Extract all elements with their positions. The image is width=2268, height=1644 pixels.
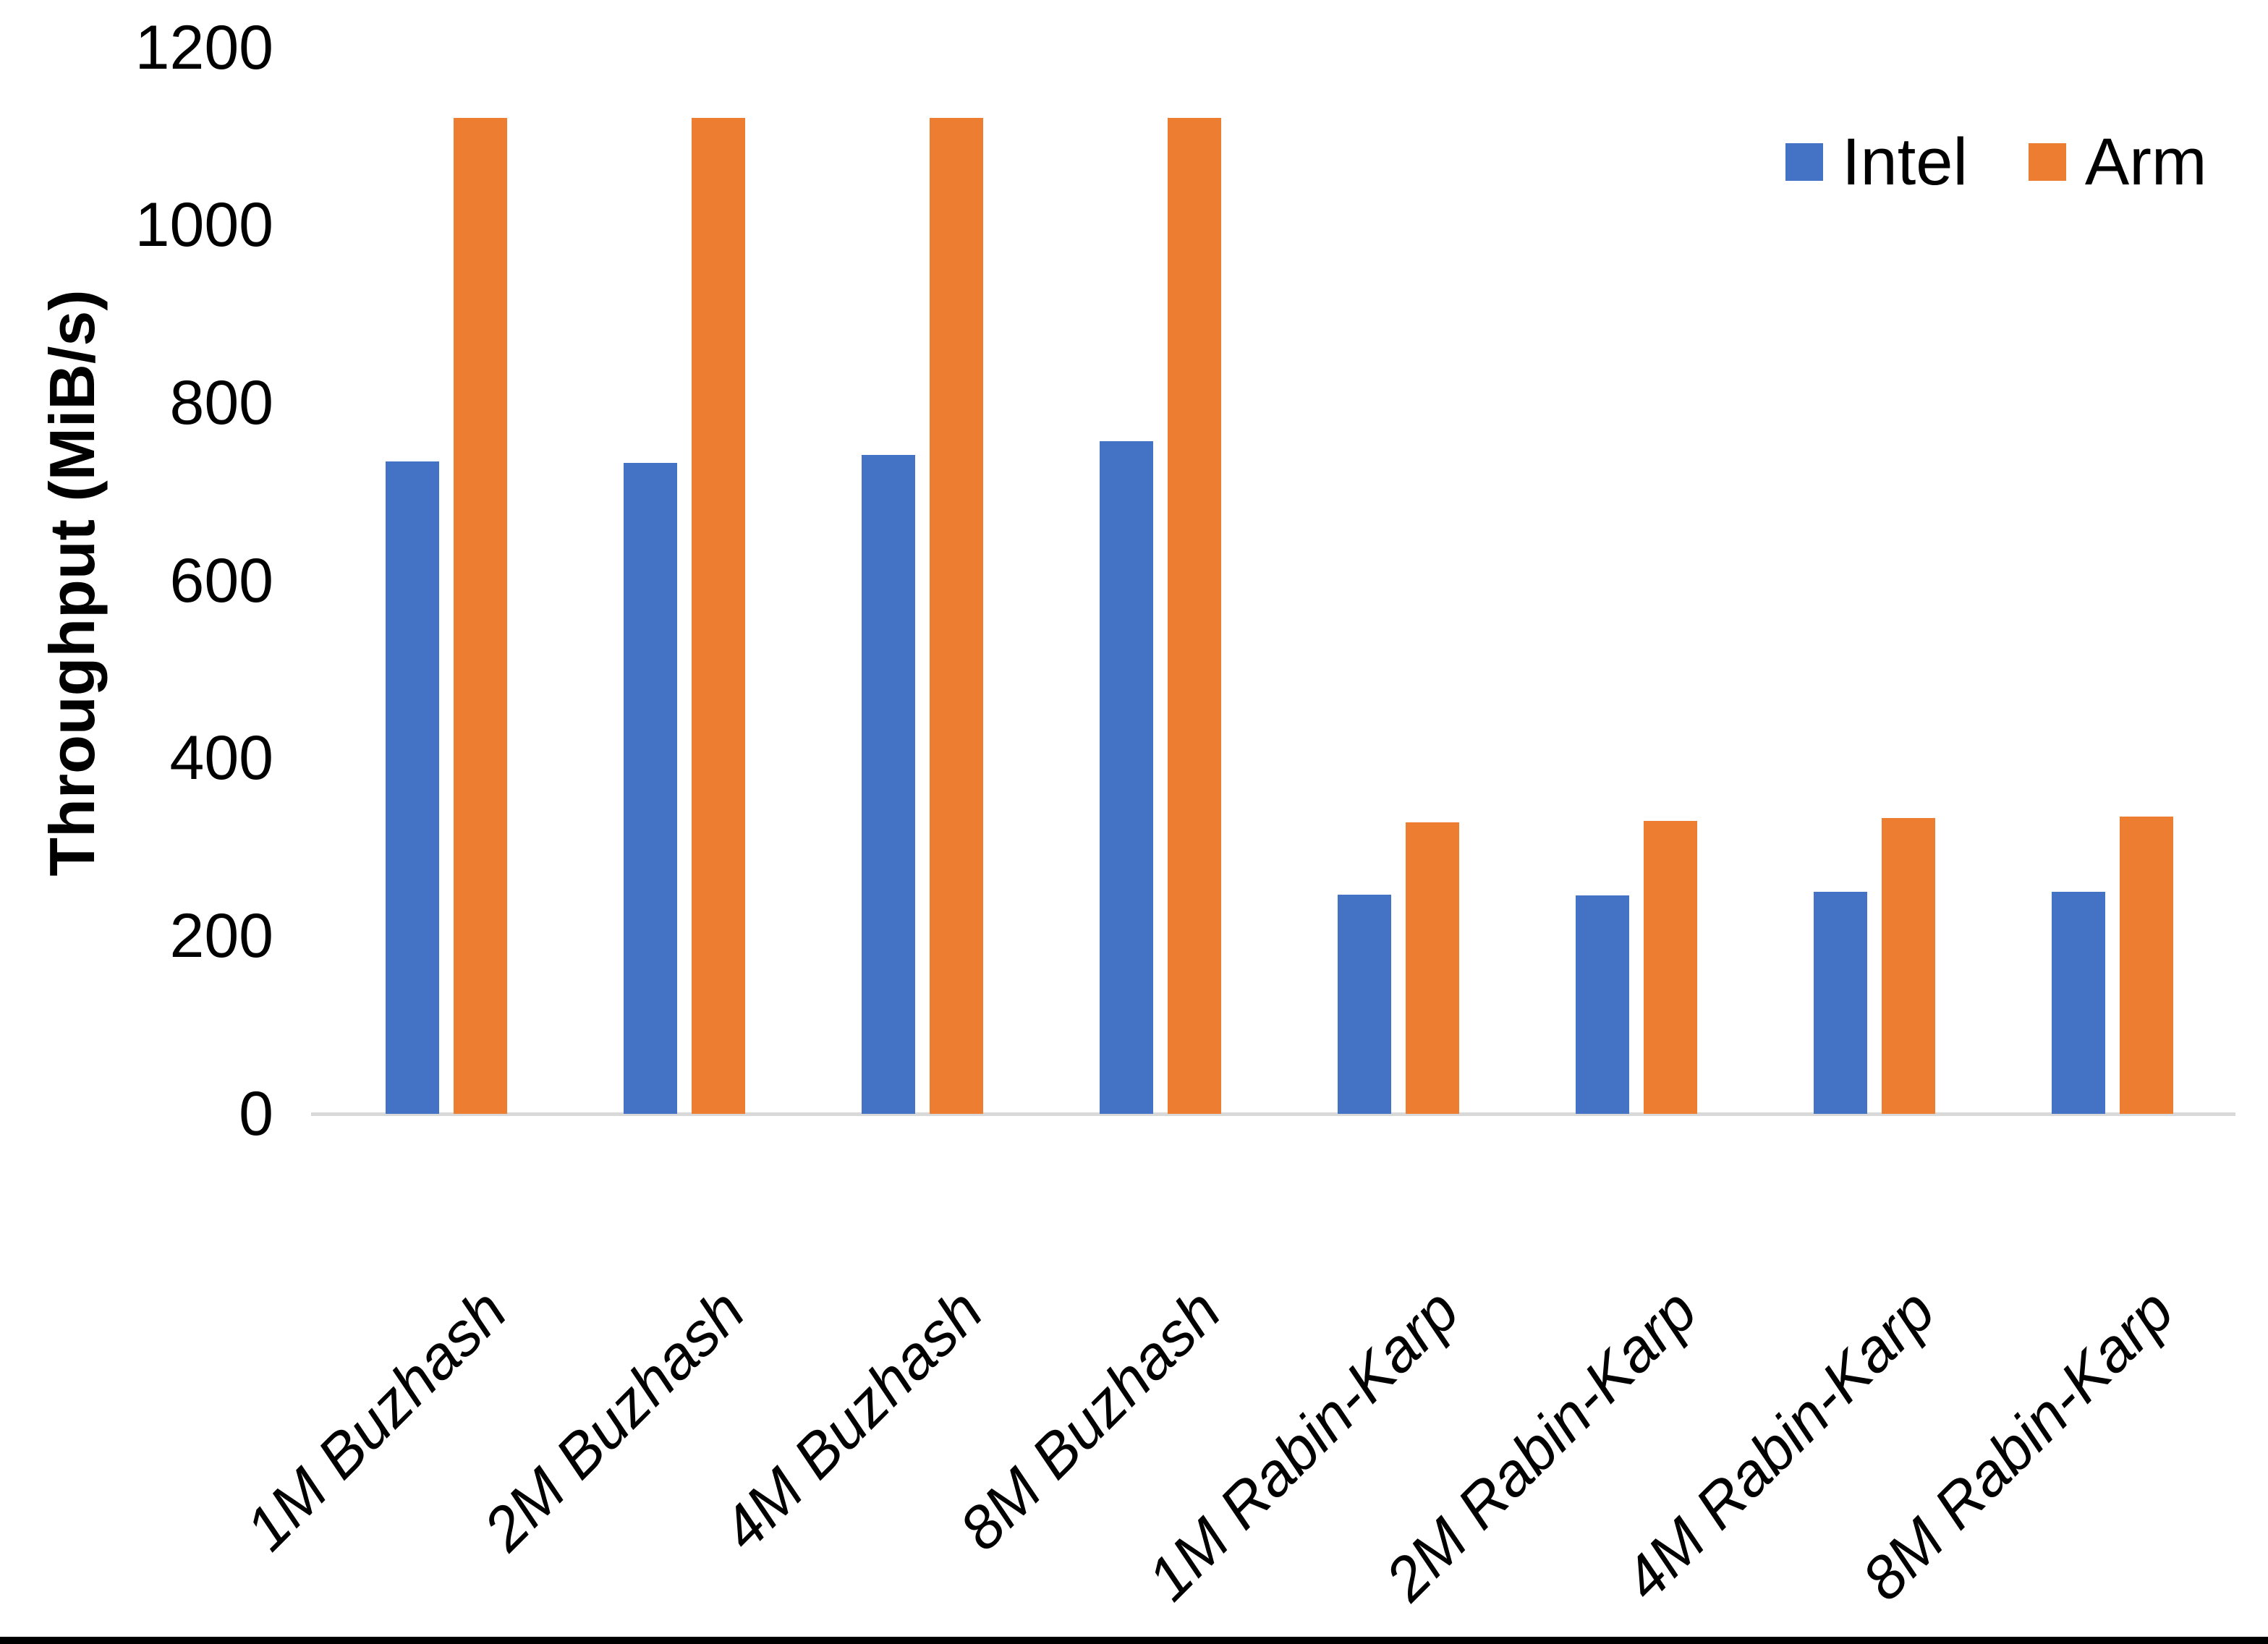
bar-intel-4m-rabin-karp bbox=[1814, 891, 1868, 1114]
y-tick-label: 1200 bbox=[135, 12, 273, 82]
y-tick-label: 800 bbox=[169, 367, 274, 438]
legend-label: Intel bbox=[1842, 125, 1968, 199]
y-tick-label: 0 bbox=[239, 1078, 273, 1149]
bar-arm-8m-rabin-karp bbox=[2120, 816, 2174, 1114]
y-tick-label: 600 bbox=[169, 545, 274, 616]
bar-arm-1m-rabin-karp bbox=[1406, 822, 1460, 1114]
bar-arm-8m-buzhash bbox=[1167, 118, 1221, 1114]
bar-intel-2m-buzhash bbox=[623, 462, 677, 1114]
legend-swatch-intel bbox=[1785, 143, 1823, 181]
legend-item-arm: Arm bbox=[2028, 125, 2207, 199]
legend-label: Arm bbox=[2084, 125, 2207, 199]
bar-intel-8m-buzhash bbox=[1099, 441, 1153, 1114]
x-axis-line bbox=[311, 1112, 2235, 1116]
y-tick-label: 400 bbox=[169, 723, 274, 793]
bar-arm-2m-rabin-karp bbox=[1644, 820, 1698, 1114]
legend: Intel Arm bbox=[1785, 129, 2207, 195]
bar-arm-4m-buzhash bbox=[929, 118, 983, 1114]
bar-arm-1m-buzhash bbox=[453, 118, 507, 1114]
y-tick-label: 1000 bbox=[135, 190, 273, 260]
bar-arm-2m-buzhash bbox=[691, 118, 745, 1114]
y-tick-label: 200 bbox=[169, 900, 274, 971]
bar-arm-4m-rabin-karp bbox=[1882, 817, 1936, 1114]
legend-swatch-arm bbox=[2028, 143, 2066, 181]
bar-intel-2m-rabin-karp bbox=[1576, 895, 1630, 1114]
bar-intel-1m-rabin-karp bbox=[1338, 894, 1392, 1114]
bar-intel-1m-buzhash bbox=[385, 461, 439, 1114]
legend-item-intel: Intel bbox=[1785, 129, 1968, 195]
bottom-border bbox=[0, 1637, 2268, 1644]
bar-intel-4m-buzhash bbox=[861, 454, 915, 1114]
bar-intel-8m-rabin-karp bbox=[2052, 891, 2106, 1114]
